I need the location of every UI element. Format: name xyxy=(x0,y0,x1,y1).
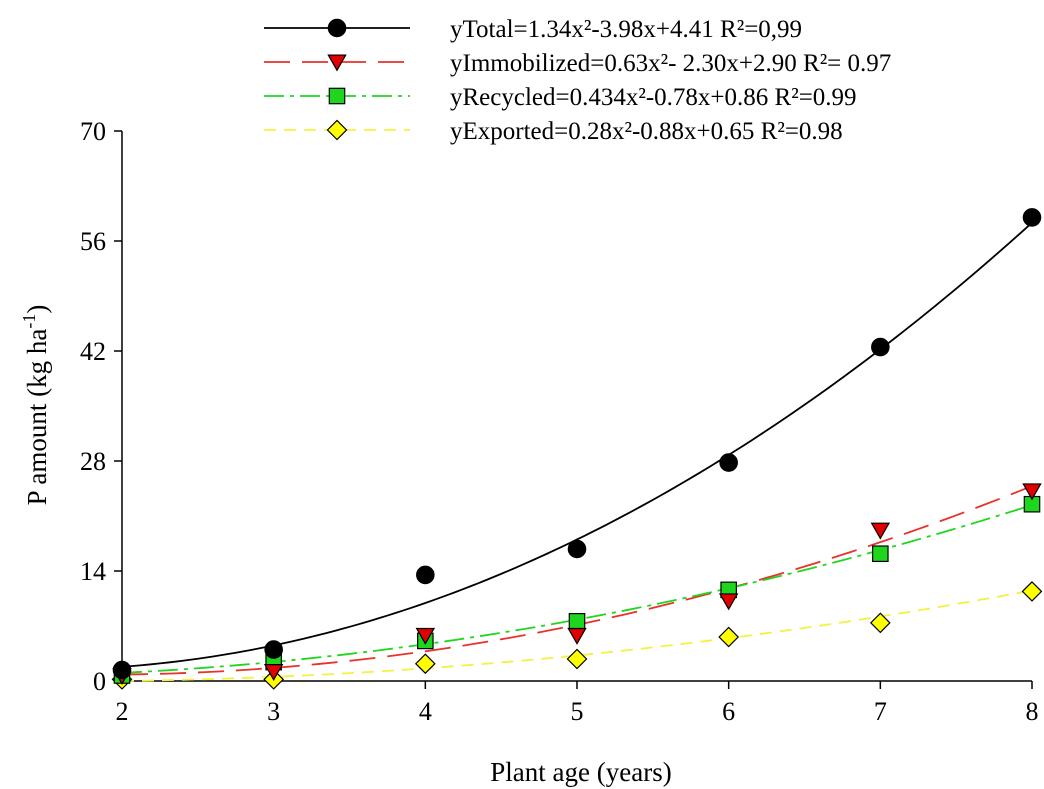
x-tick-label: 4 xyxy=(419,697,432,726)
y-tick-label: 42 xyxy=(80,337,106,366)
data-point-series-1 xyxy=(264,640,283,659)
data-point-series-2 xyxy=(1022,483,1042,501)
legend-marker-series-1 xyxy=(327,18,347,38)
data-point-series-4 xyxy=(414,653,436,675)
x-tick-label: 8 xyxy=(1026,697,1039,726)
fit-line-series-2 xyxy=(121,485,1033,676)
y-axis-title-sup: -1 xyxy=(19,314,39,329)
legend-marker-series-4 xyxy=(326,119,348,141)
data-point-series-1 xyxy=(871,337,890,357)
legend-label-series-3: yRecycled=0.434x²-0.78x+0.86 R²=0.99 xyxy=(450,84,857,111)
legend-marker-series-3 xyxy=(328,87,346,105)
data-point-series-2 xyxy=(870,522,891,540)
fit-line-series-1 xyxy=(121,222,1033,668)
x-tick-label: 6 xyxy=(722,697,735,726)
fit-lines xyxy=(121,222,1033,682)
data-point-series-1 xyxy=(567,539,587,559)
data-point-series-4 xyxy=(566,648,588,670)
data-point-series-1 xyxy=(1022,208,1042,227)
y-axis-title-close: ) xyxy=(22,305,52,314)
x-tick-label: 2 xyxy=(116,697,129,726)
legend: yTotal=1.34x²-3.98x+4.41 R²=0,99 yImmobil… xyxy=(264,16,891,145)
x-tick-label: 3 xyxy=(267,697,280,726)
data-point-series-4 xyxy=(1021,581,1043,602)
data-point-series-3 xyxy=(568,612,586,630)
data-point-series-1 xyxy=(112,660,132,680)
data-point-series-1 xyxy=(416,565,435,585)
data-point-series-2 xyxy=(718,593,739,611)
x-ticks: 2 3 4 5 6 7 8 xyxy=(116,681,1039,726)
y-axis-title: P amount (kg ha-1) xyxy=(19,305,52,506)
y-tick-label: 0 xyxy=(93,667,106,696)
data-point-series-2 xyxy=(263,664,284,682)
y-tick-label: 70 xyxy=(80,117,106,146)
data-markers xyxy=(111,208,1043,690)
x-tick-label: 5 xyxy=(571,697,584,726)
data-point-series-2 xyxy=(567,627,587,645)
data-point-series-1 xyxy=(719,453,738,472)
y-tick-label: 14 xyxy=(80,557,106,586)
x-tick-label: 7 xyxy=(874,697,887,726)
y-ticks: 0 14 28 42 56 70 xyxy=(80,117,122,696)
legend-marker-series-2 xyxy=(327,54,347,72)
legend-label-series-1: yTotal=1.34x²-3.98x+4.41 R²=0,99 xyxy=(450,16,802,43)
y-tick-label: 28 xyxy=(80,447,106,476)
y-tick-label: 56 xyxy=(80,227,106,256)
data-point-series-4 xyxy=(718,626,740,648)
legend-label-series-2: yImmobilized=0.63x²- 2.30x+2.90 R²= 0.97 xyxy=(450,50,891,77)
data-point-series-2 xyxy=(415,627,436,645)
y-axis-title-main: P amount (kg ha xyxy=(22,329,52,506)
data-point-series-3 xyxy=(872,545,889,563)
data-point-series-4 xyxy=(869,612,891,634)
x-axis-title: Plant age (years) xyxy=(490,757,671,787)
legend-label-series-4: yExported=0.28x²-0.88x+0.65 R²=0.98 xyxy=(450,118,843,145)
